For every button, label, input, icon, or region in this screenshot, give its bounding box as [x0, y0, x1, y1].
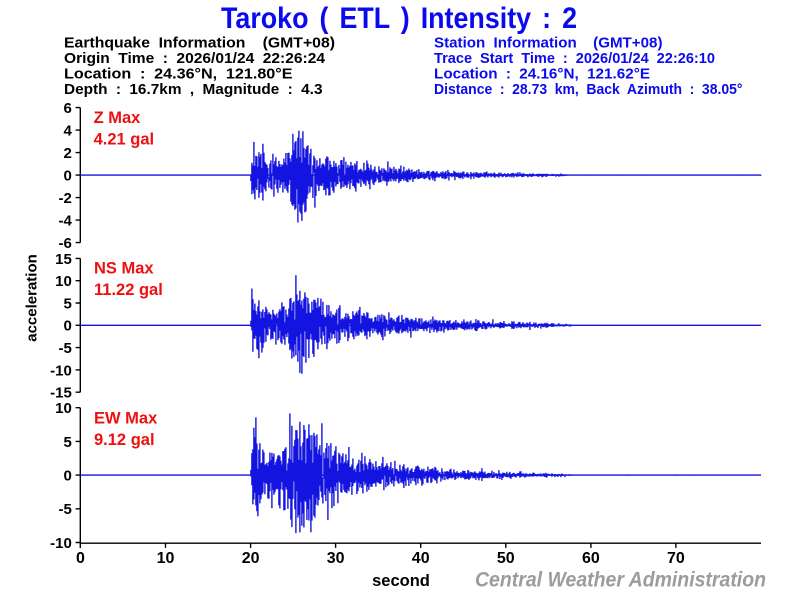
svg-text:NS Max: NS Max: [94, 260, 154, 278]
svg-text:50: 50: [497, 550, 515, 567]
svg-text:0: 0: [63, 468, 71, 485]
svg-text:-5: -5: [58, 340, 71, 357]
svg-text:Station Information (GMT+08): Station Information (GMT+08): [434, 34, 663, 51]
svg-text:Z Max: Z Max: [94, 109, 142, 127]
svg-text:-2: -2: [58, 190, 71, 207]
svg-text:10: 10: [55, 400, 72, 417]
svg-text:Depth : 16.7km , Magnitude : 4: Depth : 16.7km , Magnitude : 4.3: [64, 81, 323, 98]
svg-text:Location : 24.36°N, 121.80°E: Location : 24.36°N, 121.80°E: [64, 65, 293, 82]
svg-text:Earthquake Information (GMT+0: Earthquake Information (GMT+08): [64, 34, 335, 51]
svg-text:0: 0: [63, 168, 71, 185]
svg-text:Trace Start Time : 2026/01/24: Trace Start Time : 2026/01/24 22:26:10: [434, 50, 715, 67]
svg-text:-15: -15: [50, 385, 72, 402]
svg-text:4.21 gal: 4.21 gal: [94, 131, 155, 149]
svg-text:70: 70: [667, 550, 685, 567]
svg-text:40: 40: [412, 550, 430, 567]
svg-text:EW Max: EW Max: [94, 409, 158, 427]
svg-text:Central Weather Administration: Central Weather Administration: [475, 568, 766, 591]
svg-text:4: 4: [63, 123, 72, 140]
svg-text:Distance : 28.73 km, Back Azim: Distance : 28.73 km, Back Azimuth : 38.0…: [434, 81, 743, 98]
svg-text:11.22 gal: 11.22 gal: [94, 281, 163, 299]
svg-text:-10: -10: [50, 535, 72, 552]
svg-text:-10: -10: [50, 362, 72, 379]
svg-text:30: 30: [327, 550, 345, 567]
svg-text:6: 6: [63, 100, 71, 117]
svg-text:Origin Time : 2026/01/24 22:26: Origin Time : 2026/01/24 22:26:24: [64, 50, 326, 67]
svg-text:-5: -5: [58, 501, 71, 518]
svg-text:9.12 gal: 9.12 gal: [94, 431, 155, 449]
svg-text:10: 10: [157, 550, 175, 567]
svg-text:Taroko ( ETL ) Intensity : 2: Taroko ( ETL ) Intensity : 2: [221, 2, 577, 35]
svg-text:2: 2: [63, 145, 71, 162]
svg-text:5: 5: [63, 434, 71, 451]
svg-text:5: 5: [63, 295, 71, 312]
svg-text:10: 10: [55, 273, 72, 290]
svg-text:60: 60: [582, 550, 600, 567]
svg-text:0: 0: [76, 550, 85, 567]
svg-text:second: second: [372, 572, 430, 590]
svg-text:-6: -6: [58, 235, 71, 252]
svg-text:0: 0: [63, 318, 71, 335]
svg-text:20: 20: [242, 550, 260, 567]
svg-text:15: 15: [55, 251, 72, 268]
svg-text:acceleration: acceleration: [24, 254, 41, 342]
svg-text:-4: -4: [58, 213, 72, 230]
svg-text:Location : 24.16°N, 121.62°E: Location : 24.16°N, 121.62°E: [434, 65, 650, 82]
